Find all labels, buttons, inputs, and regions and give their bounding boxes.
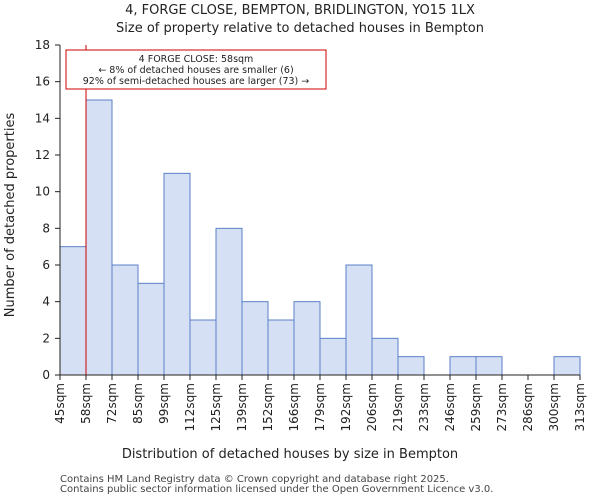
- bar-259sqm: [475, 356, 503, 376]
- y-tick-label: 18: [35, 38, 50, 52]
- y-tick-label: 12: [35, 148, 50, 162]
- x-tick-label: 45sqm: [53, 383, 67, 424]
- bar-99sqm: [163, 172, 191, 376]
- y-tick-label: 8: [42, 221, 50, 235]
- bar-112sqm: [189, 319, 217, 376]
- bar-246sqm: [449, 356, 477, 376]
- annotation-line-1: 4 FORGE CLOSE: 58sqm: [139, 54, 254, 65]
- x-tick-label: 259sqm: [469, 383, 483, 431]
- x-tick-label: 300sqm: [547, 383, 561, 431]
- x-tick-label: 246sqm: [443, 383, 457, 431]
- bar-206sqm: [371, 337, 399, 376]
- y-tick-label: 16: [35, 75, 50, 89]
- x-tick-label: 139sqm: [235, 383, 249, 431]
- x-tick-label: 152sqm: [261, 383, 275, 431]
- x-tick-label: 179sqm: [313, 383, 327, 431]
- x-tick-label: 58sqm: [79, 383, 93, 424]
- bar-45sqm: [59, 246, 87, 376]
- x-tick-label: 112sqm: [183, 383, 197, 431]
- bar-139sqm: [241, 301, 269, 376]
- x-tick-label: 313sqm: [573, 383, 587, 431]
- bar-300sqm: [553, 356, 581, 376]
- footer-line-2: Contains public sector information licen…: [60, 484, 494, 495]
- x-tick-label: 125sqm: [209, 383, 223, 431]
- x-axis-label: Distribution of detached houses by size …: [122, 447, 458, 462]
- x-tick-label: 99sqm: [157, 383, 171, 424]
- x-tick-label: 233sqm: [417, 383, 431, 431]
- annotation-line-2: ← 8% of detached houses are smaller (6): [98, 65, 293, 76]
- chart-subtitle: Size of property relative to detached ho…: [116, 21, 484, 36]
- bar-179sqm: [319, 337, 347, 376]
- y-tick-label: 0: [42, 368, 50, 382]
- y-axis-label: Number of detached properties: [3, 113, 18, 318]
- bars-group: [59, 99, 581, 376]
- bar-219sqm: [397, 356, 425, 376]
- bar-72sqm: [111, 264, 139, 376]
- bar-125sqm: [215, 227, 243, 376]
- x-tick-label: 192sqm: [339, 383, 353, 431]
- x-tick-label: 206sqm: [365, 383, 379, 431]
- bar-58sqm: [85, 99, 113, 376]
- bar-166sqm: [293, 301, 321, 376]
- annotation-line-3: 92% of semi-detached houses are larger (…: [83, 76, 310, 87]
- footer-line-1: Contains HM Land Registry data © Crown c…: [60, 474, 449, 485]
- x-tick-label: 72sqm: [105, 383, 119, 424]
- y-tick-label: 2: [42, 331, 50, 345]
- x-tick-label: 219sqm: [391, 383, 405, 431]
- y-tick-label: 6: [42, 258, 50, 272]
- x-tick-label: 286sqm: [521, 383, 535, 431]
- y-tick-label: 4: [42, 295, 50, 309]
- y-tick-label: 10: [35, 185, 50, 199]
- x-tick-label: 273sqm: [495, 383, 509, 431]
- x-tick-label: 166sqm: [287, 383, 301, 431]
- y-tick-label: 14: [35, 111, 50, 125]
- annotation-box: 4 FORGE CLOSE: 58sqm ← 8% of detached ho…: [65, 49, 327, 90]
- y-axis-ticks: 0 2 4 6 8 10 12 14 16 18: [35, 38, 60, 382]
- chart-title: 4, FORGE CLOSE, BEMPTON, BRIDLINGTON, YO…: [125, 3, 475, 18]
- bar-85sqm: [137, 282, 165, 376]
- x-axis-ticks: 45sqm 58sqm 72sqm 85sqm 99sqm 112sqm 125sqm 139…: [53, 375, 587, 431]
- x-tick-label: 85sqm: [131, 383, 145, 424]
- bar-152sqm: [267, 319, 295, 376]
- bar-192sqm: [345, 264, 373, 376]
